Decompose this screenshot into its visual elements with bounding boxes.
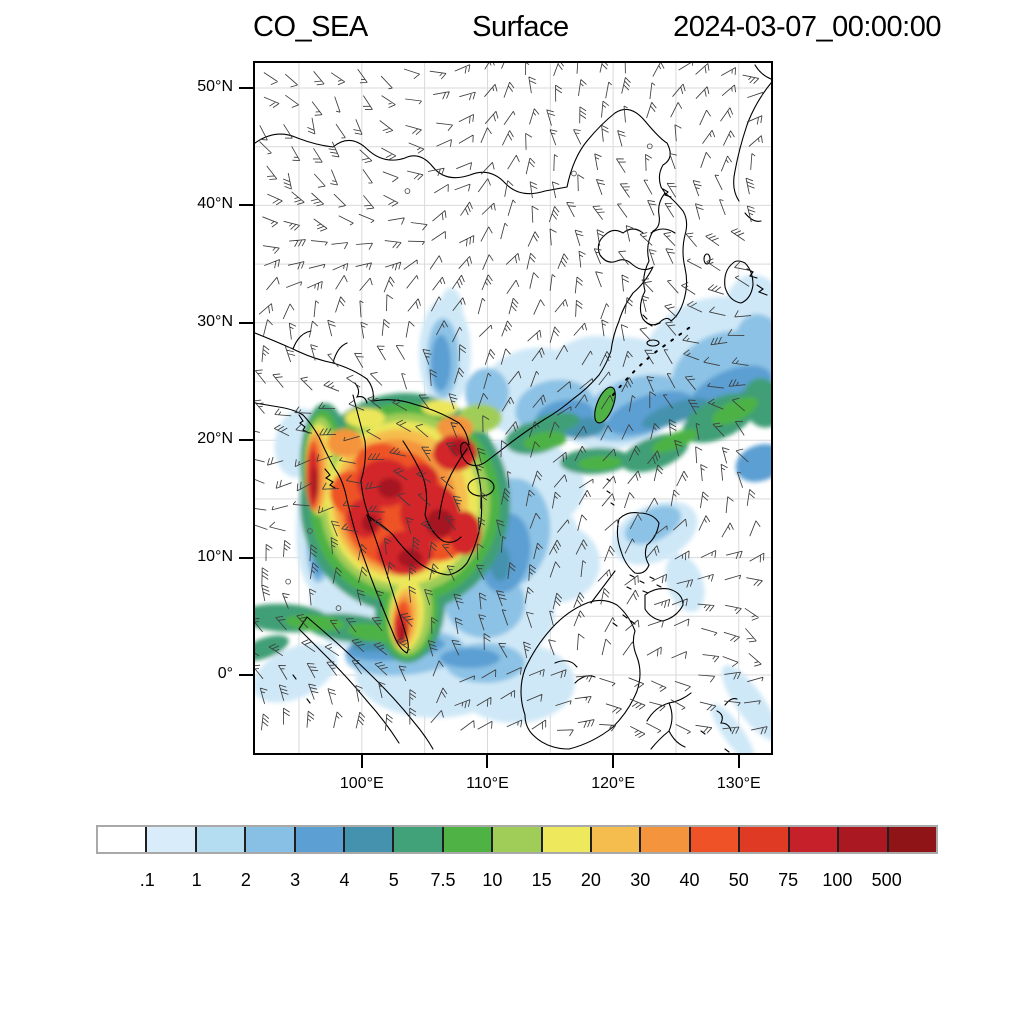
colorbar-cell (244, 827, 294, 852)
japan-coast (733, 82, 771, 296)
plot-title: CO_SEA Surface 2024-03-07_00:00:00 (253, 11, 941, 44)
lat-tick (239, 674, 254, 676)
colorbar-tick-label: 5 (388, 870, 399, 890)
lon-tick (360, 753, 363, 768)
tsushima-island (703, 253, 711, 265)
lat-tick-label: 40°N (197, 195, 233, 213)
colorbar-cell (540, 827, 591, 852)
colorbar-cell (738, 827, 788, 852)
colorbar-cell (787, 827, 838, 852)
colorbar-tick-label: 40 (679, 870, 700, 890)
colorbar-cell (639, 827, 689, 852)
small-islands (292, 478, 662, 704)
co-concentration-field (255, 274, 771, 753)
lon-tick-label: 110°E (466, 775, 509, 792)
korea-detail (642, 188, 676, 327)
lon-tick-label: 130°E (716, 775, 761, 792)
colorbar-cell (688, 827, 739, 852)
lat-tick (239, 439, 254, 442)
lat-tick-label: 30°N (197, 312, 233, 330)
lon-tick-label: 120°E (591, 775, 635, 792)
lat-tick (239, 556, 254, 559)
jeju-island (646, 339, 660, 347)
vietnam-gulf-coast (366, 446, 483, 576)
lon-tick (737, 753, 740, 768)
colorbar-cell (194, 827, 245, 852)
colorbar-cell (886, 827, 936, 852)
korea-coast (639, 192, 688, 326)
lon-tick (612, 753, 615, 768)
colorbar-tick-label: 10 (482, 870, 503, 890)
lat-tick (239, 204, 254, 207)
colorbar (96, 825, 938, 854)
map-canvas (255, 63, 771, 753)
luzon-coast (616, 512, 660, 574)
lat-tick (239, 87, 254, 89)
colorbar-cell (293, 827, 344, 852)
river-delta-scribbles (298, 414, 336, 489)
mongolia-border (255, 133, 568, 195)
malay-peninsula-coast (334, 468, 409, 654)
myanmar-bengal-coast (255, 402, 336, 470)
colorbar-tick-label: 15 (531, 870, 552, 890)
colorbar-cell (98, 827, 146, 852)
colorbar-tick-label: 30 (630, 870, 651, 890)
lat-tick-label: 0° (217, 665, 233, 682)
kyushu-coast (724, 260, 754, 304)
bohai-coast (597, 228, 654, 271)
colorbar-tick-label: 50 (728, 870, 749, 890)
colorbar-cell (491, 827, 541, 852)
title-level: Surface (472, 11, 569, 43)
colorbar-tick-label: 2 (240, 870, 251, 890)
russia-china-border (566, 108, 671, 194)
china-coast (460, 266, 654, 467)
colorbar-tick-label: 1 (191, 870, 202, 890)
colorbar-cell (837, 827, 887, 852)
colorbar-tick-label: 100 (822, 870, 853, 890)
sakhalin-coast (754, 64, 771, 80)
colorbar-cell (441, 827, 492, 852)
title-datetime: 2024-03-07_00:00:00 (673, 11, 941, 43)
wind-barbs (255, 63, 768, 738)
colorbar-tick-label: 4 (339, 870, 350, 890)
myanmar-thailand-border (352, 394, 372, 522)
colorbar-tick-label: 20 (580, 870, 601, 890)
colorbar-cell (343, 827, 393, 852)
ryukyu-islands (612, 324, 694, 396)
china-sea-border (372, 399, 470, 446)
lon-tick-label: 100°E (339, 775, 384, 792)
lon-tick (486, 753, 489, 768)
colorbar-cell (392, 827, 442, 852)
lat-tick-label: 50°N (197, 78, 233, 95)
india-himalaya-borders (255, 330, 374, 404)
colorbar-cell (145, 827, 195, 852)
colorbar-tick-label: 7.5 (430, 870, 456, 890)
lat-tick-label: 10°N (197, 547, 233, 565)
lat-tick (239, 321, 254, 324)
map-panel (253, 61, 773, 755)
colorbar-cell (590, 827, 640, 852)
lat-tick-label: 20°N (197, 430, 233, 448)
colorbar-tick-label: 500 (871, 870, 902, 890)
sulawesi-moluccas (646, 692, 738, 753)
colorbar-tick-label: 75 (778, 870, 799, 890)
colorbar-tick-label: .1 (139, 870, 155, 890)
coastlines (255, 64, 771, 753)
colorbar-tick-label: 3 (290, 870, 301, 890)
title-variable: CO_SEA (253, 11, 368, 43)
